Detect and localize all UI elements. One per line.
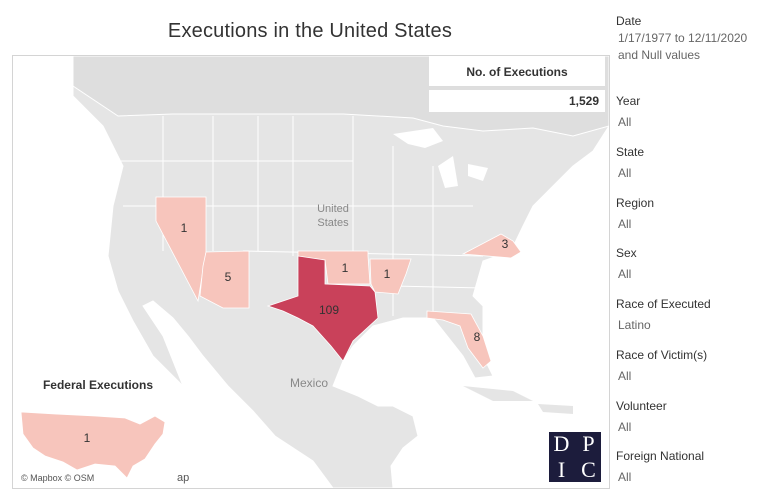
filter-value[interactable]: 1/17/1977 to 12/11/2020 and Null values — [618, 31, 748, 62]
state-florida[interactable] — [426, 310, 492, 369]
federal-executions-inset[interactable]: 1 — [15, 404, 179, 486]
great-lakes — [393, 128, 488, 188]
filter-value[interactable]: All — [618, 470, 632, 484]
filter-year[interactable]: Year All — [616, 94, 640, 131]
logo-letter-p: P — [582, 431, 595, 456]
filter-label: Sex — [616, 246, 637, 260]
filter-label: Race of Victim(s) — [616, 348, 708, 362]
filter-label: Year — [616, 94, 641, 108]
label-arkansas: 1 — [384, 267, 391, 281]
filter-race-of-victims[interactable]: Race of Victim(s) All — [616, 348, 707, 385]
filter-label: Volunteer — [616, 399, 667, 413]
map-credits[interactable]: © Mapbox © OSM — [21, 473, 95, 483]
label-united-states-line2: States — [317, 217, 349, 229]
filter-label: Region — [616, 196, 655, 210]
filter-value[interactable]: All — [618, 115, 632, 129]
filter-label: State — [616, 145, 645, 159]
filter-sex[interactable]: Sex All — [616, 246, 637, 283]
filter-label: Race of Executed — [616, 297, 711, 311]
filter-value[interactable]: All — [618, 217, 632, 231]
filter-value[interactable]: All — [618, 267, 632, 281]
map-credits-suffix: ap — [177, 472, 190, 484]
filter-date[interactable]: Date 1/17/1977 to 12/11/2020 and Null va… — [616, 14, 768, 64]
filter-value[interactable]: All — [618, 166, 632, 180]
kpi-value: 1,529 — [429, 90, 605, 112]
dpic-logo: D P I C — [549, 432, 601, 482]
label-texas: 109 — [319, 303, 339, 317]
federal-us-shape[interactable] — [20, 411, 166, 479]
filter-region[interactable]: Region All — [616, 196, 654, 233]
filter-label: Date — [616, 14, 642, 28]
label-arizona: 5 — [225, 270, 232, 284]
state-virginia[interactable] — [461, 233, 522, 259]
dashboard-title: Executions in the United States — [167, 20, 453, 42]
filter-foreign-national[interactable]: Foreign National All — [616, 449, 704, 486]
label-mexico: Mexico — [290, 376, 328, 390]
logo-letter-c: C — [581, 457, 596, 482]
filter-value[interactable]: All — [618, 420, 632, 434]
filter-label: Foreign National — [616, 449, 705, 463]
filter-value[interactable]: All — [618, 369, 632, 383]
label-united-states-line1: United — [317, 203, 349, 215]
executions-map[interactable]: 1 5 1 1 109 8 3 United States Mexico No.… — [12, 55, 610, 489]
caribbean-islands — [463, 386, 573, 414]
federal-map: 1 — [20, 411, 166, 479]
label-virginia: 3 — [502, 237, 509, 251]
federal-value-label: 1 — [84, 431, 91, 445]
state-arkansas[interactable] — [369, 258, 412, 295]
state-texas[interactable] — [266, 255, 379, 362]
logo-letter-i: I — [557, 457, 566, 482]
label-oklahoma: 1 — [342, 261, 349, 275]
filter-value[interactable]: Latino — [618, 318, 651, 332]
state-arizona[interactable] — [199, 250, 250, 309]
federal-executions-title: Federal Executions — [42, 378, 154, 392]
label-florida: 8 — [474, 330, 481, 344]
kpi-label: No. of Executions — [429, 56, 605, 87]
label-nevada: 1 — [181, 221, 188, 235]
filter-state[interactable]: State All — [616, 145, 644, 182]
logo-letter-d: D — [553, 431, 570, 456]
filter-volunteer[interactable]: Volunteer All — [616, 399, 667, 436]
filter-race-of-executed[interactable]: Race of Executed Latino — [616, 297, 711, 334]
